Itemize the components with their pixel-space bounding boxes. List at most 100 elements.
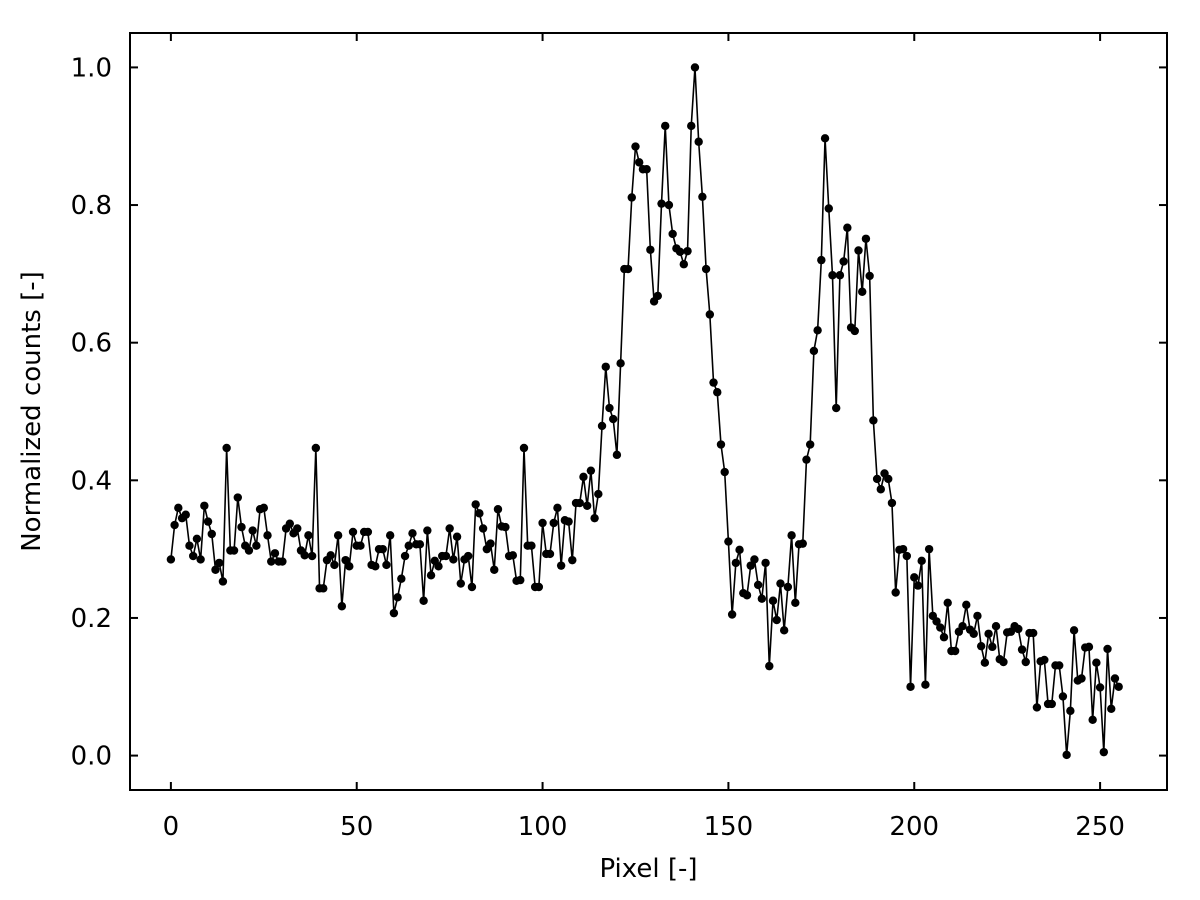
data-point	[363, 527, 373, 537]
data-point	[200, 501, 209, 510]
y-tick-label: 0.4	[71, 466, 112, 496]
data-point	[486, 539, 495, 548]
data-point	[378, 544, 387, 554]
data-point	[527, 541, 536, 550]
data-point	[902, 551, 912, 561]
data-point	[408, 529, 417, 538]
data-point	[1092, 658, 1101, 667]
data-point	[1058, 692, 1068, 701]
data-point	[623, 264, 633, 274]
data-point	[813, 326, 822, 335]
data-point	[627, 193, 636, 202]
data-point	[441, 551, 451, 561]
data-point	[419, 596, 428, 605]
data-point	[865, 271, 874, 281]
data-point	[452, 532, 462, 541]
data-point	[207, 529, 216, 539]
data-point	[705, 310, 715, 319]
data-point	[973, 611, 982, 621]
data-point	[1099, 747, 1109, 757]
data-point	[1062, 750, 1071, 760]
data-point	[300, 551, 309, 560]
data-point	[683, 246, 692, 256]
data-point	[1103, 644, 1112, 654]
data-point	[1095, 683, 1105, 692]
data-point	[215, 558, 224, 568]
data-point	[582, 501, 592, 510]
data-point	[166, 555, 176, 564]
data-point	[1032, 703, 1042, 712]
data-point	[608, 414, 618, 424]
data-point	[519, 443, 529, 453]
data-point	[244, 546, 254, 555]
data-point	[713, 388, 722, 397]
data-point	[434, 562, 443, 571]
data-point	[597, 421, 607, 431]
y-tick-label: 0.0	[71, 742, 112, 772]
data-point	[307, 551, 317, 561]
data-point	[181, 510, 190, 519]
data-point	[501, 522, 510, 532]
data-point	[1114, 682, 1123, 691]
data-point	[423, 526, 432, 535]
data-point	[218, 577, 228, 586]
data-point	[568, 555, 577, 565]
data-point	[768, 596, 778, 605]
data-point	[958, 622, 967, 631]
data-point	[579, 472, 588, 482]
data-point	[817, 255, 826, 265]
data-point	[564, 517, 573, 526]
data-point	[319, 584, 328, 593]
data-point	[976, 641, 986, 651]
data-point	[490, 565, 499, 574]
data-point	[478, 524, 488, 533]
data-point	[939, 633, 949, 642]
data-point	[341, 555, 350, 565]
data-point	[267, 557, 276, 566]
data-point	[679, 260, 689, 269]
data-point	[229, 546, 239, 555]
x-axis-ticks: 0 50 100 150 200 250	[163, 33, 1125, 842]
data-point	[445, 524, 454, 533]
data-point	[858, 287, 867, 296]
y-tick-label: 0.8	[71, 191, 112, 221]
data-point	[772, 615, 781, 625]
data-point	[943, 598, 952, 608]
x-tick-label: 150	[704, 812, 754, 842]
data-point	[984, 629, 993, 638]
data-point	[843, 223, 852, 232]
data-point	[192, 534, 202, 544]
data-point	[761, 558, 770, 568]
data-point	[839, 257, 848, 266]
data-point	[709, 378, 718, 387]
data-point	[932, 617, 941, 626]
data-point	[456, 579, 465, 588]
data-point	[824, 204, 833, 213]
data-point	[475, 509, 484, 518]
data-point	[687, 121, 696, 131]
data-point	[222, 443, 231, 453]
data-point	[385, 531, 395, 540]
data-point	[802, 455, 811, 464]
data-point	[270, 549, 280, 558]
data-point	[746, 561, 755, 570]
data-point	[293, 524, 302, 533]
data-point	[1084, 642, 1094, 652]
data-point	[1017, 645, 1027, 654]
data-point	[753, 580, 763, 590]
x-tick-label: 200	[889, 812, 939, 842]
data-point	[828, 271, 837, 280]
data-point	[285, 519, 295, 528]
data-point	[382, 560, 391, 570]
data-point	[371, 562, 380, 571]
data-point	[259, 503, 269, 513]
data-point	[553, 503, 562, 513]
data-point	[906, 682, 915, 691]
data-point	[988, 642, 997, 652]
x-tick-label: 250	[1075, 812, 1125, 842]
x-tick-label: 50	[340, 812, 373, 842]
data-point	[757, 594, 767, 603]
data-point	[1040, 655, 1049, 665]
data-point	[936, 623, 945, 632]
data-point	[765, 661, 774, 671]
